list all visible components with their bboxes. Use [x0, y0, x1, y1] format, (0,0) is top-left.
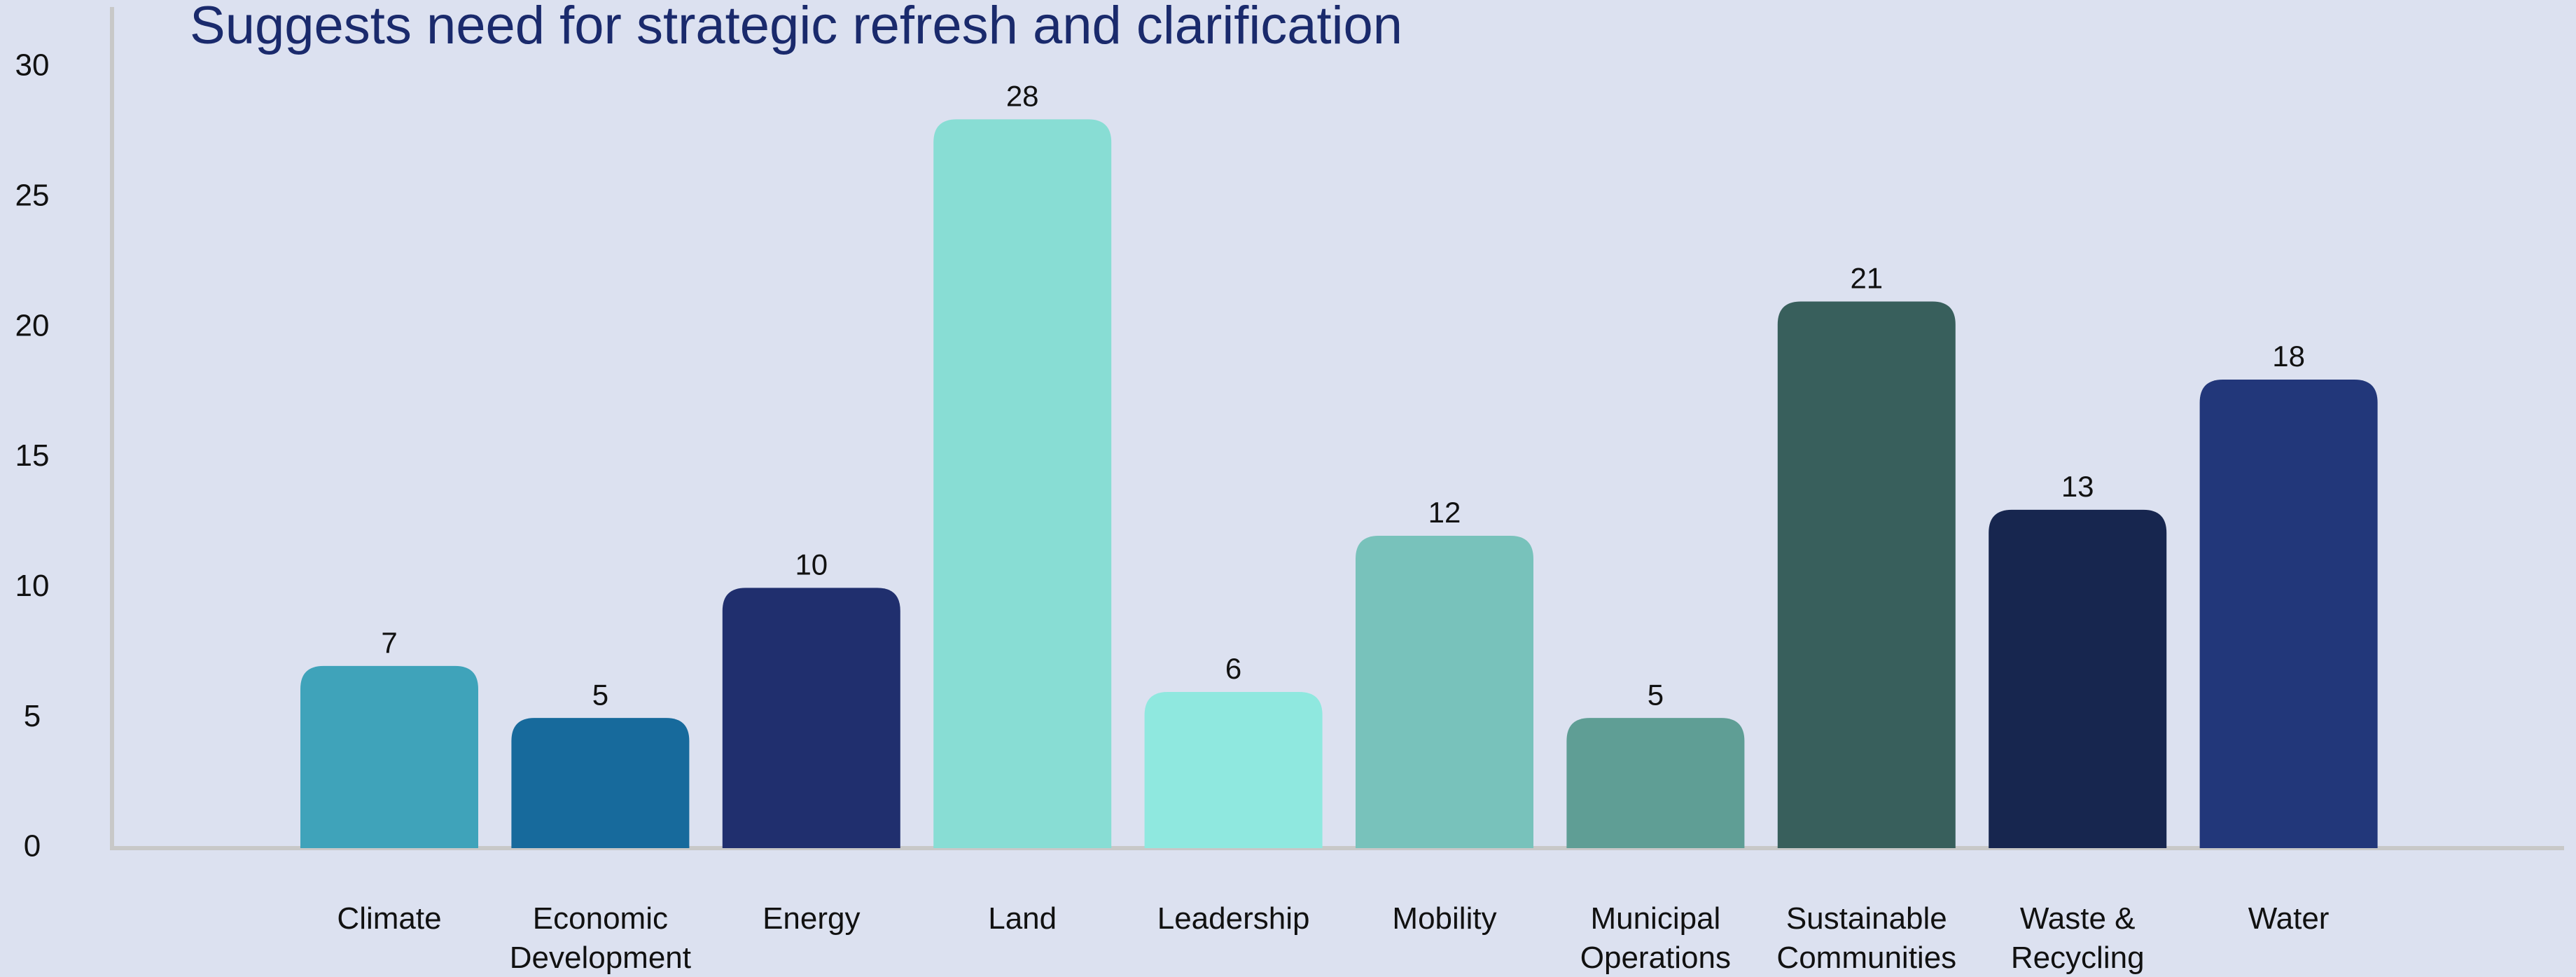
x-tick-label: Leadership [1157, 901, 1310, 936]
bar [300, 665, 478, 848]
x-tick-label: Climate [337, 901, 442, 936]
value-label: 6 [1225, 652, 1241, 685]
bar [1566, 718, 1745, 848]
bar [722, 588, 900, 848]
x-tick-label: Waste & Recycling [2010, 901, 2145, 975]
x-tick-label: Sustainable Communities [1776, 901, 1957, 975]
bar [1356, 536, 1533, 848]
y-tick-label: 15 [15, 438, 50, 473]
y-tick-label: 5 [24, 699, 41, 733]
value-label: 13 [2061, 470, 2094, 503]
bar [933, 119, 1112, 848]
bar [511, 718, 690, 848]
value-label: 28 [1006, 79, 1039, 112]
x-tick-label: Municipal Operations [1580, 901, 1731, 975]
value-label: 5 [1648, 678, 1664, 711]
bar [2199, 380, 2378, 848]
y-tick-label: 25 [15, 178, 50, 212]
chart-title: Suggests need for strategic refresh and … [190, 0, 1402, 55]
value-label: 7 [381, 626, 397, 659]
value-label: 5 [592, 678, 608, 711]
value-label: 18 [2272, 340, 2305, 373]
value-label: 21 [1850, 262, 1883, 295]
bar [1777, 301, 1956, 848]
x-tick-label: Mobility [1392, 901, 1497, 936]
y-tick-label: 30 [15, 48, 50, 83]
x-tick-label: Energy [763, 901, 861, 936]
value-label: 12 [1428, 496, 1461, 529]
bar [1989, 509, 2167, 848]
y-tick-label: 0 [24, 829, 41, 864]
value-label: 10 [795, 548, 828, 581]
x-tick-label: Economic Development [509, 901, 692, 975]
x-tick-label: Water [2248, 901, 2330, 936]
y-tick-label: 10 [15, 569, 50, 603]
x-tick-label: Land [988, 901, 1057, 936]
bar [1144, 692, 1323, 848]
y-tick-label: 20 [15, 308, 50, 342]
